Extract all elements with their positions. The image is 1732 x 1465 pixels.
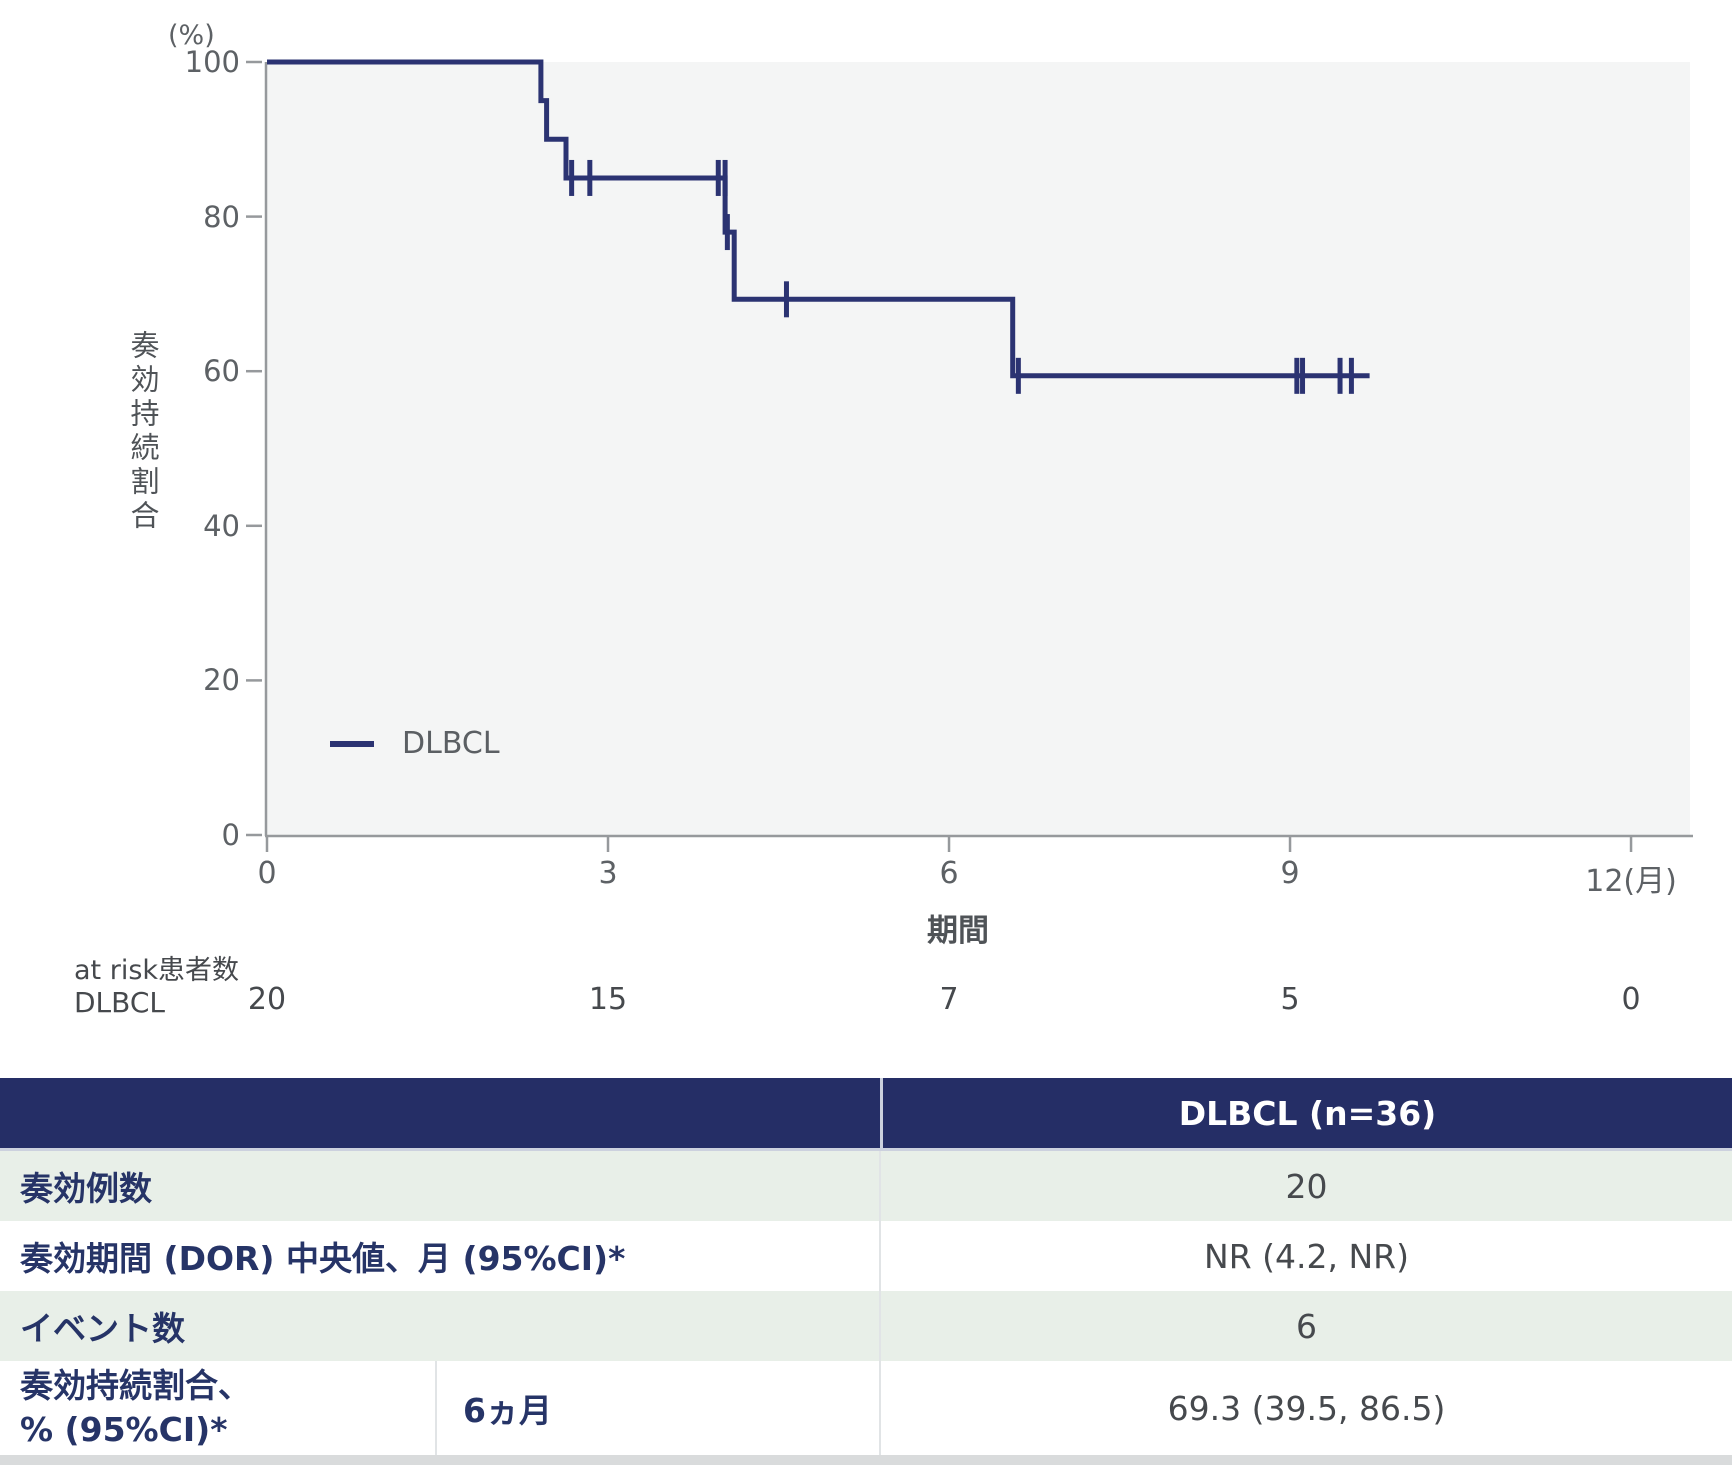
table-header-group-cell: DLBCL (n=36): [1178, 1093, 1437, 1133]
row-value: 20: [1285, 1166, 1328, 1206]
y-tick-label: 60: [203, 354, 240, 389]
y-tick-label: 100: [184, 45, 240, 79]
row-value: 6: [1296, 1306, 1317, 1346]
at-risk-value: 0: [1621, 982, 1641, 1017]
row-label-line2: % (95%CI)*: [20, 1410, 228, 1449]
row-label: 奏効期間 (DOR) 中央値、月 (95%CI)*: [0, 1221, 881, 1291]
at-risk-row-label: DLBCL: [74, 986, 166, 1019]
at-risk-value: 7: [939, 982, 959, 1017]
y-tick-label: 40: [203, 508, 240, 543]
y-axis-unit-label: (%): [168, 20, 215, 51]
table-bottom-border: [0, 1455, 1732, 1465]
x-tick-label: 9: [1280, 856, 1300, 891]
legend-line-swatch: [330, 740, 374, 747]
y-axis-title: 奏効持続割合: [126, 330, 160, 534]
row-label-line1: 奏効持続割合、: [20, 1366, 251, 1405]
km-chart: (%) 奏効持続割合 期間 DLBCL at risk患者数 DLBCL 100…: [74, 20, 1693, 1019]
table-row: 奏効持続割合、 % (95%CI)* 6ヵ月 69.3 (39.5, 86.5): [0, 1361, 1732, 1455]
row-label: イベント数: [0, 1291, 881, 1361]
x-tick-label: 3: [598, 856, 618, 891]
row-value: 69.3 (39.5, 86.5): [1167, 1388, 1446, 1428]
x-tick-label: 12(月): [1585, 864, 1677, 899]
y-tick-label: 20: [203, 663, 240, 698]
x-axis-title: 期間: [927, 913, 989, 949]
at-risk-value: 15: [588, 982, 628, 1017]
legend-series-label: DLBCL: [402, 726, 500, 761]
legend: DLBCL: [330, 726, 500, 761]
row-label: 奏効例数: [0, 1151, 881, 1221]
row-sublabel: 6ヵ月: [437, 1361, 881, 1455]
at-risk-value: 5: [1280, 982, 1300, 1017]
plot-panel: [267, 62, 1690, 835]
table-row: イベント数 6: [0, 1291, 1732, 1361]
table-row: 奏効期間 (DOR) 中央値、月 (95%CI)* NR (4.2, NR): [0, 1221, 1732, 1291]
results-table: DLBCL (n=36) 奏効例数 20 奏効期間 (DOR) 中央値、月 (9…: [0, 1078, 1732, 1465]
km-curve-dlbcl: [267, 59, 1370, 379]
x-tick-label: 0: [257, 856, 277, 891]
y-tick-label: 80: [203, 199, 240, 234]
table-header-row: DLBCL (n=36): [0, 1078, 1732, 1151]
x-tick-label: 6: [939, 856, 959, 891]
at-risk-title: at risk患者数: [74, 955, 240, 986]
table-header-empty-cell: [0, 1078, 883, 1148]
at-risk-value: 20: [247, 982, 287, 1017]
row-value: NR (4.2, NR): [1204, 1236, 1409, 1276]
km-plot-svg: [246, 59, 1693, 852]
row-label: 奏効持続割合、 % (95%CI)*: [0, 1361, 437, 1455]
table-row: 奏効例数 20: [0, 1151, 1732, 1221]
y-tick-label: 0: [221, 818, 240, 852]
